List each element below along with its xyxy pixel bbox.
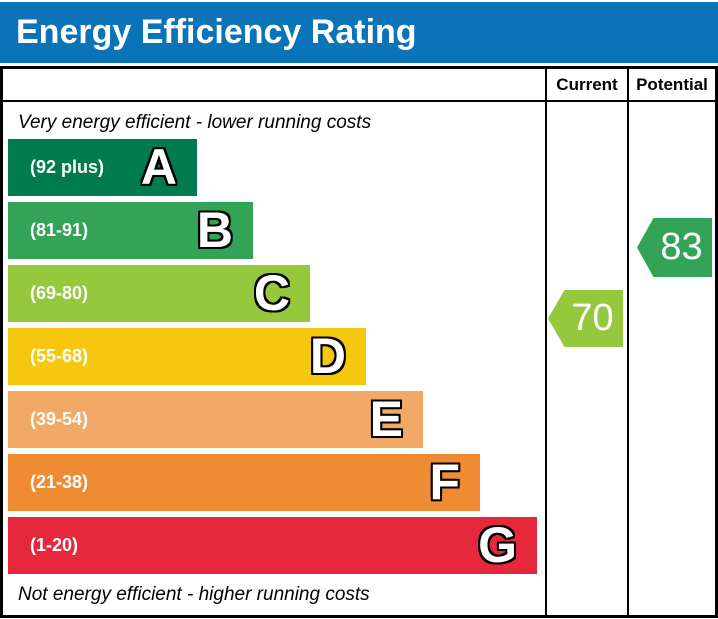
current-column-divider xyxy=(545,69,547,615)
band-range-label: (81-91) xyxy=(30,220,89,240)
band-range-label: (55-68) xyxy=(30,346,89,366)
current-rating-value: 70 xyxy=(571,297,614,339)
chart-title: Energy Efficiency Rating xyxy=(16,13,417,51)
top-note: Very energy efficient - lower running co… xyxy=(18,112,372,133)
band-bar-a: (92 plus) A xyxy=(8,139,197,196)
band-range-label: (69-80) xyxy=(30,283,89,303)
chart-title-banner: Energy Efficiency Rating xyxy=(0,2,718,63)
band-bar-b: (81-91) B xyxy=(8,202,253,259)
rating-band-d: (55-68) D xyxy=(8,328,545,385)
band-letter: F xyxy=(429,454,460,510)
rating-band-g: (1-20) G xyxy=(8,517,545,574)
band-range-label: (92 plus) xyxy=(30,157,105,177)
current-column-header: Current xyxy=(556,75,618,94)
bottom-note: Not energy efficient - higher running co… xyxy=(18,584,370,605)
band-letter: C xyxy=(253,265,290,321)
rating-band-a: (92 plus) A xyxy=(8,139,545,196)
current-rating-arrow: 70 xyxy=(548,290,623,347)
band-bar-d: (55-68) D xyxy=(8,328,366,385)
potential-column-divider xyxy=(627,69,629,615)
band-letter: B xyxy=(196,202,233,258)
rating-band-b: (81-91) B xyxy=(8,202,545,259)
potential-rating-value: 83 xyxy=(660,226,703,268)
band-bar-c: (69-80) C xyxy=(8,265,310,322)
rating-band-c: (69-80) C xyxy=(8,265,545,322)
band-letter: D xyxy=(309,328,346,384)
band-range-label: (21-38) xyxy=(30,472,89,492)
band-letter: G xyxy=(478,517,517,573)
band-range-label: (1-20) xyxy=(30,535,79,555)
band-bar-g: (1-20) G xyxy=(8,517,537,574)
band-letter: E xyxy=(369,391,403,447)
potential-rating-arrow: 83 xyxy=(637,218,712,277)
band-bar-e: (39-54) E xyxy=(8,391,423,448)
band-letter: A xyxy=(140,139,177,195)
band-range-label: (39-54) xyxy=(30,409,89,429)
rating-band-f: (21-38) F xyxy=(8,454,545,511)
rating-bands: (92 plus) A (81-91) B (69-80) C (55-68) … xyxy=(8,139,545,580)
potential-column-header: Potential xyxy=(636,75,708,94)
header-row-divider xyxy=(3,100,715,102)
rating-band-e: (39-54) E xyxy=(8,391,545,448)
rating-table: Current Potential Very energy efficient … xyxy=(0,66,718,618)
band-bar-f: (21-38) F xyxy=(8,454,480,511)
